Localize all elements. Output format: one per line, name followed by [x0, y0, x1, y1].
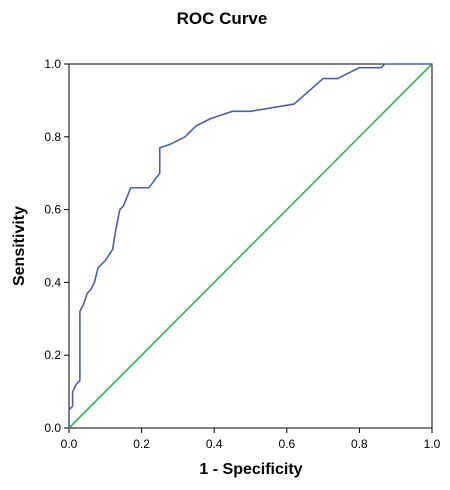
roc-curve-line — [68, 63, 432, 428]
y-tick-label: 0.8 — [44, 130, 61, 144]
x-axis-label: 1 - Specificity — [199, 461, 302, 478]
y-tick-label: 0.2 — [44, 348, 61, 362]
x-tick-label: 0.8 — [351, 437, 368, 451]
x-tick-label: 0.2 — [133, 437, 150, 451]
plot-frame — [68, 63, 433, 429]
x-tick-label: 0.4 — [206, 437, 223, 451]
x-tick-label: 0.0 — [61, 437, 78, 451]
y-tick-label: 0.4 — [44, 275, 61, 289]
chart-title: ROC Curve — [177, 9, 268, 28]
y-axis-label: Sensitivity — [11, 206, 28, 286]
reference-line — [68, 63, 433, 429]
plot-area: 0.0 0.2 0.4 0.6 0.8 1.0 0.0 0.2 0.4 0.6 0.8 1.0 — [44, 57, 440, 451]
x-tick-label: 1.0 — [424, 437, 441, 451]
y-tick-label: 0.6 — [44, 203, 61, 217]
y-tick-label: 1.0 — [44, 57, 61, 71]
y-tick-label: 0.0 — [44, 421, 61, 435]
x-tick-label: 0.6 — [278, 437, 295, 451]
